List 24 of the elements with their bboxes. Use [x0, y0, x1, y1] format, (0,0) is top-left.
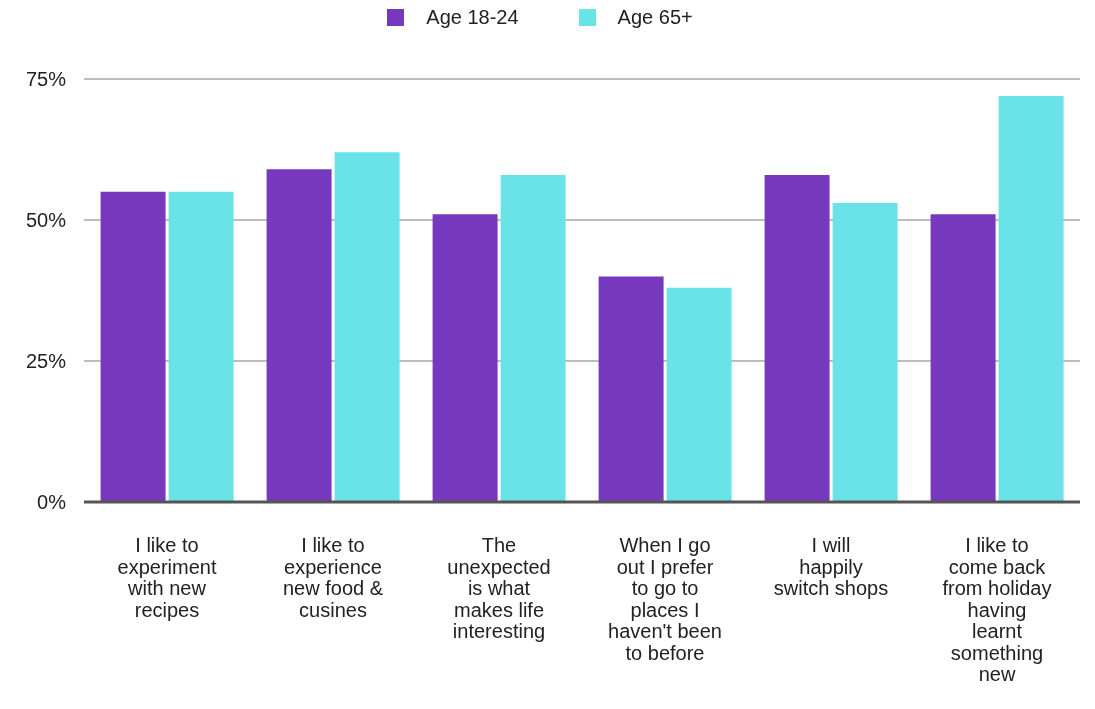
x-tick-label: I like to experiment with new recipes — [117, 534, 217, 621]
bar — [832, 203, 898, 502]
bar — [432, 214, 498, 502]
y-tick-label: 0% — [37, 491, 67, 514]
bar — [266, 169, 332, 502]
bar — [930, 214, 996, 502]
bar — [168, 191, 234, 502]
y-tick-label: 25% — [25, 350, 67, 373]
bar — [998, 95, 1064, 502]
bar — [764, 174, 830, 502]
bar — [598, 276, 664, 502]
legend-label: Age 18-24 — [425, 6, 519, 29]
legend-label: Age 65+ — [616, 6, 693, 29]
x-tick-label: When I go out I prefer to go to places I haven't been to before — [608, 534, 722, 664]
x-tick-label: I will happily switch shops — [773, 534, 889, 599]
y-tick-label: 50% — [25, 209, 67, 232]
x-tick-label: The unexpected is what makes life interesting — [447, 534, 551, 642]
bar — [334, 152, 400, 502]
y-tick-label: 75% — [25, 68, 67, 91]
bar — [666, 287, 732, 502]
bar — [500, 174, 566, 502]
x-tick-label: I like to experience new food & cusines — [282, 534, 384, 621]
bar — [100, 191, 166, 502]
x-tick-label: I like to come back from holiday having learnt something new — [942, 534, 1052, 685]
